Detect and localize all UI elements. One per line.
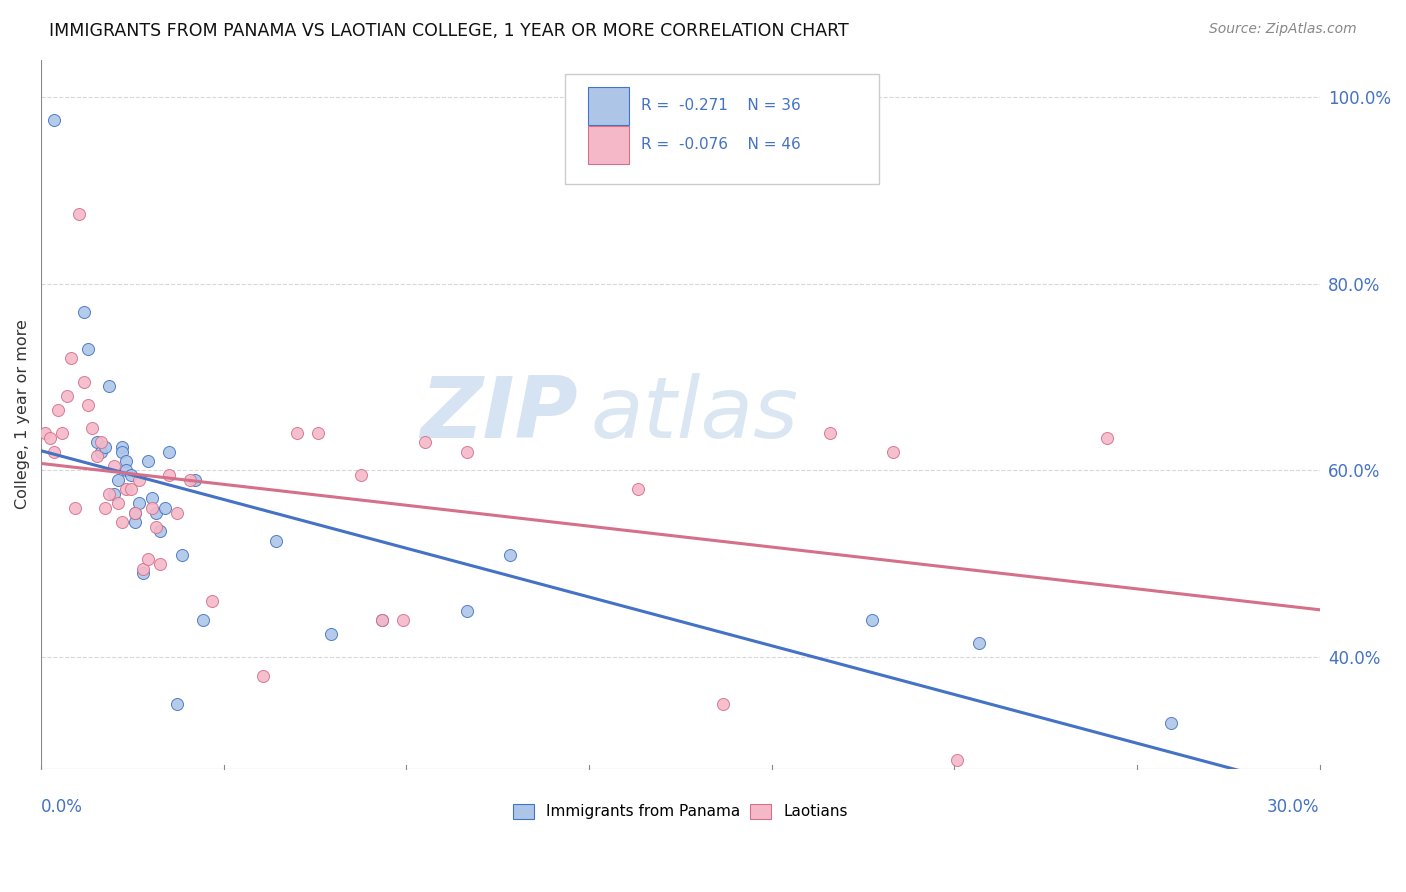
Point	[55, 389, 77, 403]
Point	[371, 613, 394, 627]
Point	[967, 636, 990, 650]
Point	[98, 487, 121, 501]
Point	[157, 468, 180, 483]
Point	[882, 445, 904, 459]
Point	[42, 445, 65, 459]
FancyBboxPatch shape	[588, 126, 630, 164]
FancyBboxPatch shape	[588, 87, 630, 125]
Point	[149, 557, 172, 571]
Point	[157, 445, 180, 459]
Point	[170, 548, 193, 562]
Point	[46, 402, 69, 417]
Point	[191, 613, 214, 627]
Point	[166, 697, 188, 711]
Text: 0.0%: 0.0%	[41, 797, 83, 815]
Point	[145, 519, 167, 533]
Point	[818, 426, 841, 441]
Point	[264, 533, 287, 548]
Point	[413, 435, 436, 450]
Point	[153, 500, 176, 515]
Point	[94, 440, 117, 454]
Text: ZIP: ZIP	[420, 373, 578, 456]
Text: R =  -0.271    N = 36: R = -0.271 N = 36	[641, 98, 800, 113]
Y-axis label: College, 1 year or more: College, 1 year or more	[15, 319, 30, 509]
Point	[136, 552, 159, 566]
Point	[51, 426, 73, 441]
Point	[111, 440, 134, 454]
Point	[711, 697, 734, 711]
Text: IMMIGRANTS FROM PANAMA VS LAOTIAN COLLEGE, 1 YEAR OR MORE CORRELATION CHART: IMMIGRANTS FROM PANAMA VS LAOTIAN COLLEG…	[49, 22, 849, 40]
Point	[149, 524, 172, 538]
Point	[252, 669, 274, 683]
Point	[141, 491, 163, 506]
Point	[69, 207, 91, 221]
Point	[392, 613, 415, 627]
Point	[124, 506, 146, 520]
Point	[111, 445, 134, 459]
Point	[38, 431, 60, 445]
Text: 30.0%: 30.0%	[1267, 797, 1320, 815]
Point	[42, 113, 65, 128]
Point	[120, 468, 142, 483]
Point	[136, 454, 159, 468]
Point	[179, 473, 201, 487]
Text: R =  -0.076    N = 46: R = -0.076 N = 46	[641, 137, 800, 153]
Point	[73, 375, 96, 389]
Point	[946, 753, 969, 767]
Point	[77, 398, 100, 412]
Point	[120, 482, 142, 496]
FancyBboxPatch shape	[565, 74, 879, 184]
Point	[627, 482, 650, 496]
Point	[103, 458, 125, 473]
Point	[371, 613, 394, 627]
Legend: Immigrants from Panama, Laotians: Immigrants from Panama, Laotians	[506, 797, 853, 825]
Point	[456, 603, 478, 617]
Point	[98, 379, 121, 393]
Point	[307, 426, 329, 441]
Point	[94, 500, 117, 515]
Point	[107, 496, 129, 510]
Point	[59, 351, 82, 366]
Point	[128, 473, 150, 487]
Point	[86, 435, 108, 450]
Point	[82, 421, 104, 435]
Point	[86, 450, 108, 464]
Point	[124, 515, 146, 529]
Point	[285, 426, 308, 441]
Point	[319, 627, 342, 641]
Text: Source: ZipAtlas.com: Source: ZipAtlas.com	[1209, 22, 1357, 37]
Point	[115, 463, 138, 477]
Text: atlas: atlas	[591, 373, 799, 456]
Point	[111, 515, 134, 529]
Point	[1160, 715, 1182, 730]
Point	[499, 548, 522, 562]
Point	[90, 445, 112, 459]
Point	[141, 500, 163, 515]
Point	[115, 482, 138, 496]
Point	[107, 473, 129, 487]
Point	[860, 613, 883, 627]
Point	[200, 594, 222, 608]
Point	[166, 506, 188, 520]
Point	[63, 500, 86, 515]
Point	[145, 506, 167, 520]
Point	[183, 473, 205, 487]
Point	[350, 468, 373, 483]
Point	[132, 561, 155, 575]
Point	[73, 304, 96, 318]
Point	[132, 566, 155, 581]
Point	[124, 506, 146, 520]
Point	[128, 496, 150, 510]
Point	[77, 342, 100, 356]
Point	[103, 487, 125, 501]
Point	[1095, 431, 1118, 445]
Point	[115, 454, 138, 468]
Point	[90, 435, 112, 450]
Point	[34, 426, 56, 441]
Point	[456, 445, 478, 459]
